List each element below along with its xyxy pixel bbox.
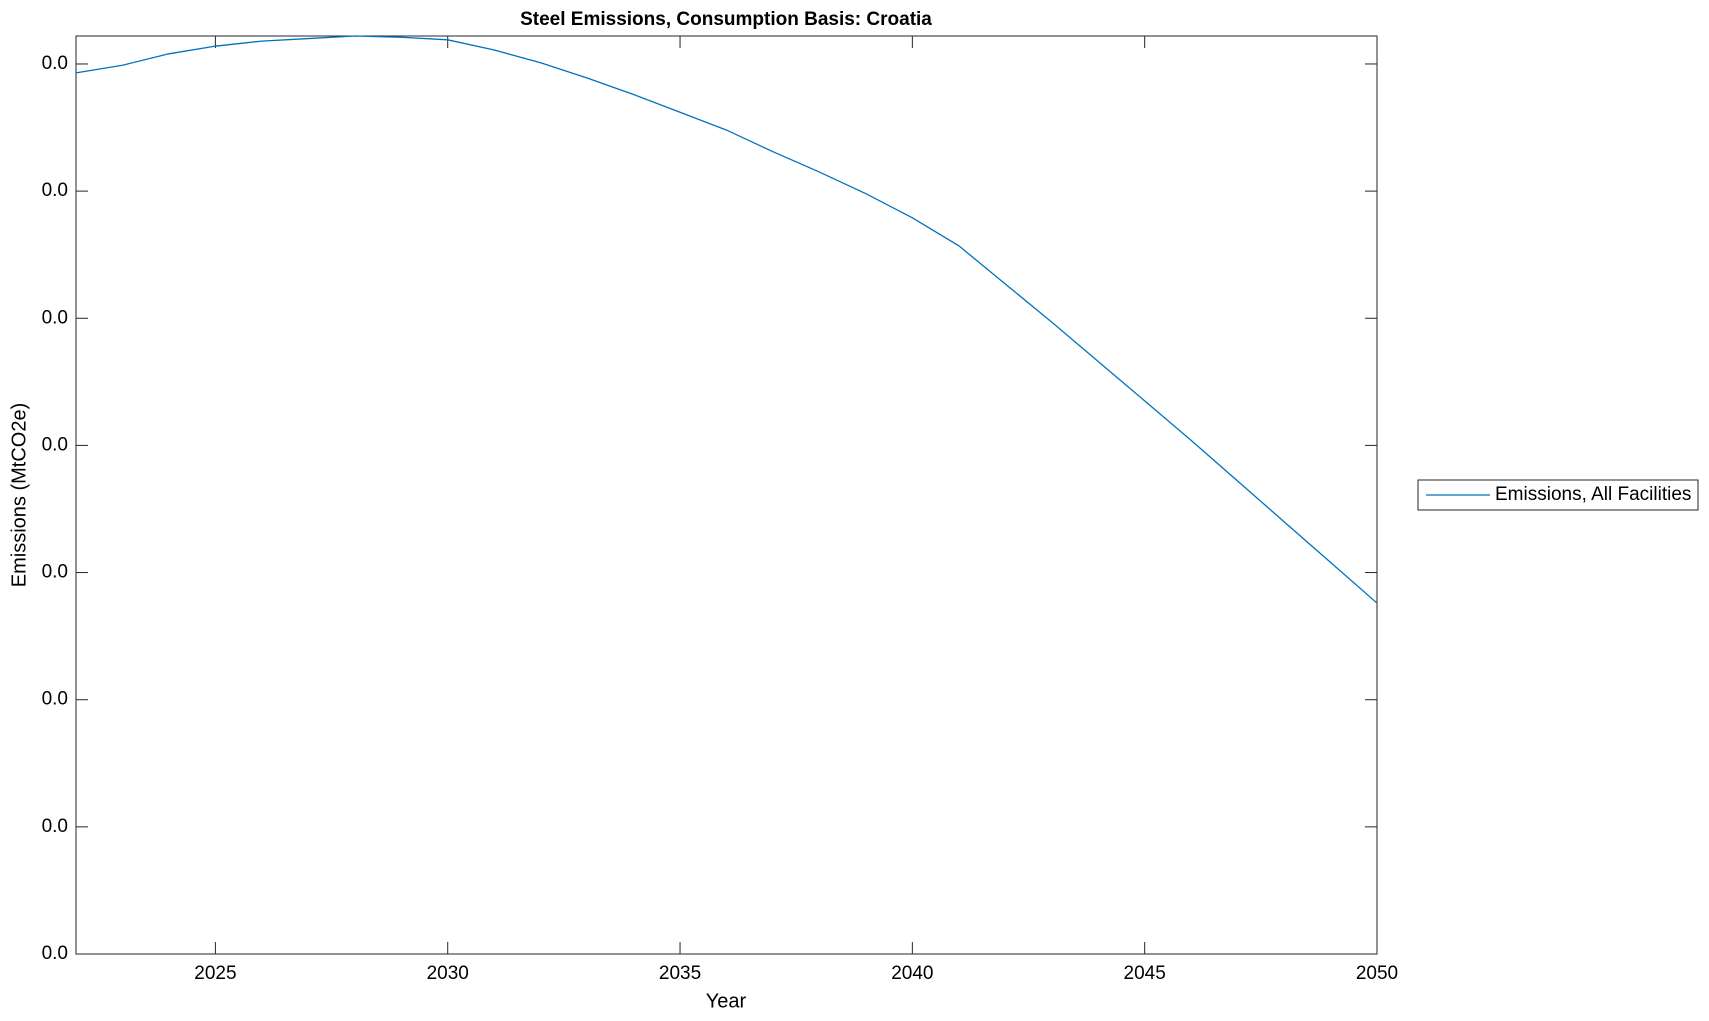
y-tick-label: 0.0 bbox=[42, 307, 68, 328]
y-tick-label: 0.0 bbox=[42, 180, 68, 201]
x-tick-label: 2045 bbox=[1124, 963, 1166, 984]
x-tick-label: 2035 bbox=[659, 963, 701, 984]
y-axis-label: Emissions (MtCO2e) bbox=[8, 403, 30, 587]
y-tick-label: 0.0 bbox=[42, 943, 68, 964]
data-line bbox=[75, 35, 1378, 604]
y-tick-label: 0.0 bbox=[42, 689, 68, 710]
y-tick-label: 0.0 bbox=[42, 434, 68, 455]
y-tick-label: 0.0 bbox=[42, 53, 68, 74]
x-tick-label: 2025 bbox=[194, 963, 236, 984]
x-tick-label: 2050 bbox=[1356, 963, 1398, 984]
x-tick-label: 2030 bbox=[427, 963, 469, 984]
axes-box bbox=[75, 35, 1378, 955]
x-axis-label: Year bbox=[706, 990, 747, 1012]
y-tick-label: 0.0 bbox=[42, 816, 68, 837]
y-tick-label: 0.0 bbox=[42, 562, 68, 583]
x-tick-label: 2040 bbox=[891, 963, 933, 984]
chart-title: Steel Emissions, Consumption Basis: Croa… bbox=[520, 9, 932, 30]
legend-label: Emissions, All Facilities bbox=[1495, 484, 1691, 505]
